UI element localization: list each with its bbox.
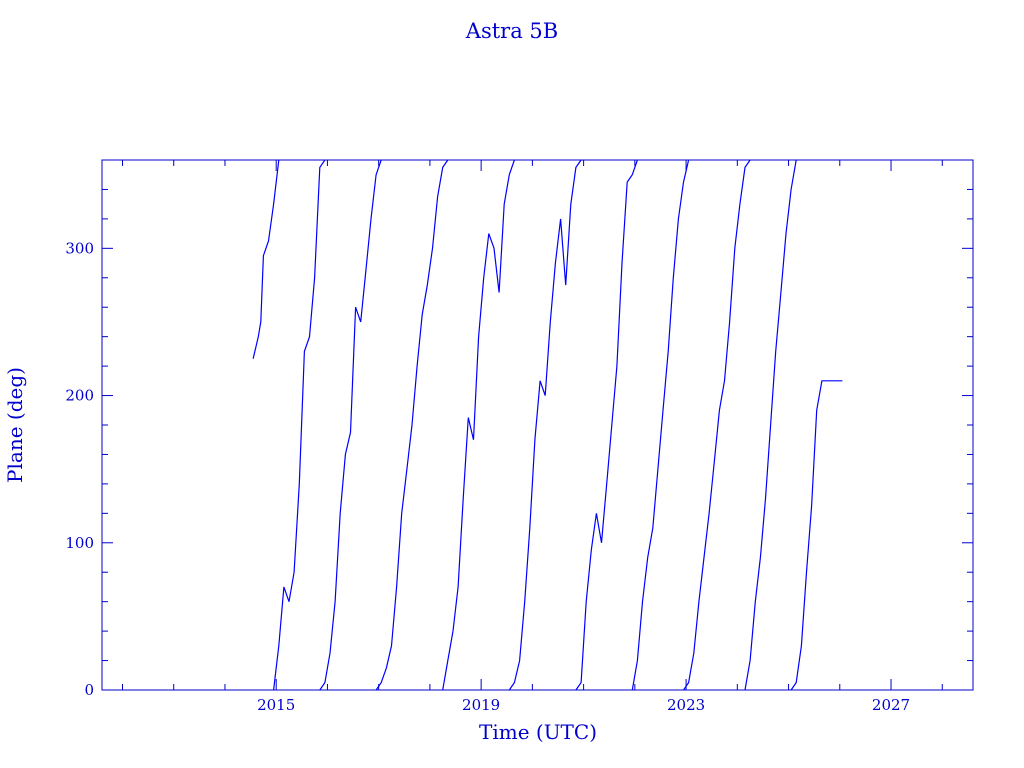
plane-series-segment (683, 159, 751, 691)
plane-series-segment (319, 159, 382, 691)
axis-ticks (102, 159, 973, 691)
plane-series-segment (631, 159, 690, 691)
x-tick-label: 2015 (257, 696, 295, 714)
x-tick-label: 2023 (667, 696, 705, 714)
y-tick-label: 200 (65, 387, 94, 405)
plane-series-segment (575, 159, 638, 691)
x-axis-label: Time (UTC) (479, 720, 597, 744)
plane-series-segment (508, 159, 582, 691)
chart-title: Astra 5B (465, 19, 558, 43)
plane-series-segment (744, 159, 797, 691)
plane-series-segment (790, 380, 843, 691)
data-series (252, 159, 843, 691)
plane-series-segment (273, 159, 326, 691)
plane-series-segment (252, 159, 280, 359)
plot-frame (101, 159, 974, 691)
x-tick-label: 2027 (872, 696, 910, 714)
plane-series-segment (375, 159, 449, 691)
tick-labels: 2015 2019 2023 2027 0 100 200 300 (65, 239, 910, 714)
y-axis-label: Plane (deg) (3, 367, 27, 483)
y-tick-label: 300 (65, 239, 94, 257)
plane-series-segment (442, 159, 515, 691)
y-tick-label: 0 (84, 681, 94, 699)
y-tick-label: 100 (65, 534, 94, 552)
x-tick-label: 2019 (462, 696, 500, 714)
